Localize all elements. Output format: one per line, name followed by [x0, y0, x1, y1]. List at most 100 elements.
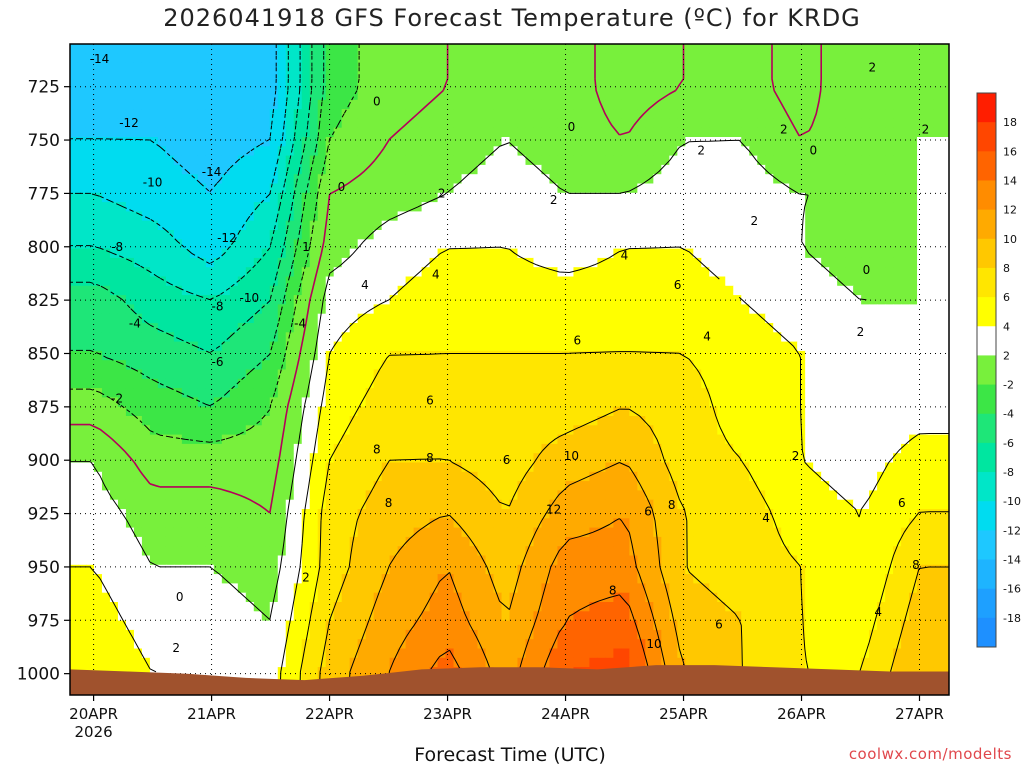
temp-cell — [285, 285, 295, 296]
temp-cell — [637, 164, 646, 175]
temp-cell — [429, 90, 439, 101]
temp-cell — [917, 146, 926, 157]
temp-cell — [933, 397, 942, 408]
temp-cell — [245, 146, 255, 157]
temp-cell — [509, 164, 519, 175]
temp-cell — [517, 118, 527, 129]
temp-cell — [893, 443, 902, 454]
temp-cell — [645, 183, 654, 194]
temp-cell — [501, 44, 511, 54]
temp-cell — [757, 425, 766, 436]
temp-cell — [237, 53, 247, 64]
temp-cell — [549, 406, 559, 417]
temp-cell — [357, 285, 367, 296]
temp-cell — [717, 90, 726, 101]
temp-cell — [821, 276, 830, 287]
temp-cell — [509, 285, 519, 296]
temp-cell — [869, 406, 878, 417]
temp-cell — [805, 53, 814, 64]
temp-cell — [357, 192, 367, 203]
temp-cell — [581, 146, 591, 157]
temp-cell — [861, 220, 870, 231]
temp-cell — [781, 369, 790, 380]
temp-cell — [525, 118, 535, 129]
temp-cell — [565, 425, 575, 436]
temp-cell — [141, 416, 151, 426]
temp-cell — [565, 164, 575, 175]
temp-cell — [565, 248, 575, 259]
temp-cell — [813, 183, 822, 194]
temp-cell — [453, 127, 463, 138]
temp-cell — [245, 155, 255, 166]
temp-cell — [173, 313, 183, 324]
temp-cell — [453, 267, 463, 278]
temp-cell — [677, 267, 686, 278]
temp-cell — [181, 332, 191, 343]
temp-cell — [181, 211, 191, 222]
temp-cell — [749, 276, 758, 287]
temp-cell — [573, 146, 583, 157]
temp-cell — [821, 360, 830, 371]
temp-cell — [741, 416, 750, 426]
temp-cell — [621, 313, 630, 324]
temp-cell — [837, 276, 846, 287]
temp-cell — [117, 164, 127, 175]
temp-cell — [189, 248, 199, 259]
temp-cell — [93, 406, 103, 417]
temp-cell — [77, 155, 87, 166]
temp-cell — [653, 369, 662, 380]
temp-cell — [733, 388, 742, 398]
temp-cell — [741, 350, 750, 361]
temp-cell — [589, 211, 598, 222]
temp-cell — [285, 81, 295, 92]
temp-cell — [373, 313, 383, 324]
temp-cell — [749, 406, 758, 417]
temp-cell — [117, 220, 127, 231]
temp-cell — [205, 211, 215, 222]
temp-cell — [493, 416, 503, 426]
temp-cell — [877, 174, 886, 185]
temp-cell — [181, 369, 191, 380]
temp-cell — [749, 341, 758, 352]
temp-cell — [741, 323, 750, 333]
temp-cell — [429, 285, 439, 296]
temp-cell — [309, 369, 319, 380]
temp-cell — [597, 146, 606, 157]
temp-cell — [381, 350, 391, 361]
temp-cell — [269, 295, 279, 305]
temp-cell — [221, 109, 231, 119]
temp-cell — [605, 443, 614, 454]
temp-cell — [629, 90, 638, 101]
temp-cell — [917, 155, 926, 166]
temp-cell — [301, 164, 311, 175]
temp-cell — [677, 388, 686, 398]
temp-cell — [869, 267, 878, 278]
temp-cell — [141, 285, 151, 296]
temp-cell — [213, 257, 223, 268]
temp-cell — [317, 62, 327, 73]
temp-cell — [365, 369, 375, 380]
temp-cell — [549, 378, 559, 389]
temp-cell — [357, 127, 367, 138]
temp-cell — [861, 406, 870, 417]
temp-cell — [933, 62, 942, 73]
temp-cell — [125, 323, 135, 333]
temp-cell — [645, 230, 654, 240]
temp-cell — [477, 99, 487, 110]
temp-cell — [781, 109, 790, 119]
temp-cell — [821, 137, 830, 147]
temp-cell — [765, 248, 774, 259]
temp-cell — [797, 332, 806, 343]
temp-cell — [389, 295, 399, 305]
temp-cell — [749, 313, 758, 324]
temp-cell — [317, 323, 327, 333]
temp-cell — [701, 285, 710, 296]
temp-cell — [765, 397, 774, 408]
temp-cell — [469, 183, 479, 194]
temp-cell — [357, 360, 367, 371]
temp-cell — [405, 295, 415, 305]
temp-cell — [125, 462, 135, 473]
temp-cell — [525, 378, 535, 389]
temp-cell — [677, 81, 686, 92]
temp-cell — [725, 248, 734, 259]
